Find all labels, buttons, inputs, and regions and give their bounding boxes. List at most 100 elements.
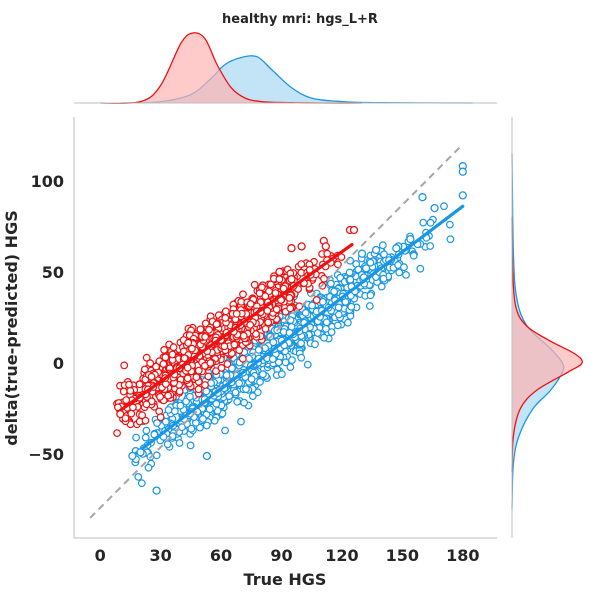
- scatter-point: [205, 405, 214, 414]
- x-axis-ticks: 0 30 60 90 120 150 180: [95, 546, 480, 565]
- scatter-plot: [73, 117, 497, 539]
- scatter-point: [134, 473, 143, 481]
- scatter-point: [240, 398, 249, 407]
- scatter-point: [168, 350, 177, 359]
- scatter-point: [187, 344, 196, 353]
- scatter-point: [202, 451, 212, 461]
- scatter-point: [458, 167, 467, 176]
- scatter-point: [248, 392, 257, 401]
- scatter-point: [286, 363, 295, 372]
- identity-line: [89, 143, 464, 519]
- scatter-point: [194, 366, 203, 375]
- scatter-point: [192, 373, 201, 382]
- scatter-point: [371, 245, 381, 255]
- scatter-point: [272, 305, 281, 314]
- scatter-point: [354, 265, 363, 274]
- scatter-point: [409, 251, 418, 260]
- scatter-point: [430, 203, 439, 213]
- scatter-point: [202, 421, 211, 430]
- scatter-point: [380, 250, 388, 259]
- scatter-point: [238, 354, 247, 363]
- scatter-point: [278, 370, 286, 379]
- scatter-point: [186, 441, 195, 450]
- scatter-point: [116, 409, 125, 419]
- scatter-point: [196, 325, 205, 334]
- scatter-point: [285, 294, 294, 302]
- scatter-point: [275, 275, 284, 284]
- point-clouds: [113, 202, 455, 488]
- chart-title: healthy mri: hgs_L+R: [222, 12, 378, 27]
- scatter-point: [128, 403, 137, 412]
- scatter-point: [269, 338, 278, 347]
- scatter-point: [121, 414, 130, 423]
- scatter-point: [458, 191, 467, 200]
- scatter-point: [169, 343, 178, 352]
- red-point-cloud: [113, 249, 346, 438]
- scatter-point: [334, 310, 343, 319]
- scatter-point: [132, 433, 141, 442]
- scatter-point: [255, 289, 264, 298]
- blue-right-density-fill: [512, 153, 564, 509]
- scatter-point: [366, 291, 375, 300]
- scatter-point: [141, 416, 150, 425]
- scatter-point: [152, 451, 161, 460]
- y-tick-label: 0: [53, 354, 64, 373]
- scatter-point: [142, 353, 151, 362]
- scatter-point: [221, 307, 230, 316]
- scatter-point: [217, 364, 226, 372]
- scatter-point: [201, 333, 210, 341]
- scatter-point: [221, 314, 230, 322]
- scatter-point: [156, 413, 165, 422]
- scatter-point: [125, 380, 133, 389]
- scatter-point: [122, 396, 131, 405]
- scatter-point: [320, 333, 328, 342]
- scatter-point: [344, 318, 352, 327]
- scatter-point: [183, 363, 192, 372]
- scatter-point: [170, 407, 179, 416]
- scatter-point: [311, 340, 319, 349]
- scatter-point: [379, 274, 388, 283]
- scatter-point: [221, 426, 230, 435]
- right-marginal-density: [511, 153, 583, 509]
- scatter-point: [357, 249, 367, 258]
- scatter-point: [135, 380, 144, 389]
- scatter-point: [160, 346, 169, 354]
- scatter-point: [223, 360, 232, 368]
- scatter-point: [334, 303, 343, 312]
- scatter-point: [220, 342, 229, 351]
- scatter-point: [274, 358, 283, 367]
- scatter-point: [297, 339, 306, 348]
- scatter-point: [295, 302, 304, 311]
- scatter-point: [175, 439, 184, 447]
- y-tick-label: 50: [42, 263, 64, 282]
- scatter-point: [204, 372, 213, 381]
- scatter-point: [395, 268, 404, 277]
- scatter-point: [330, 287, 339, 296]
- scatter-point: [334, 260, 342, 269]
- scatter-point: [152, 486, 161, 495]
- scatter-point: [201, 381, 209, 389]
- scatter-point: [230, 340, 239, 349]
- scatter-point: [185, 392, 194, 401]
- scatter-point: [184, 338, 193, 347]
- scatter-point: [119, 387, 128, 396]
- scatter-point: [349, 225, 359, 235]
- scatter-point: [142, 426, 151, 435]
- scatter-point: [406, 234, 415, 244]
- scatter-point: [233, 397, 242, 406]
- red-right-density-curve: [511, 217, 583, 473]
- scatter-point: [297, 242, 306, 251]
- identity-line-group: [89, 143, 464, 519]
- x-tick-label: 60: [210, 546, 232, 565]
- scatter-point: [378, 241, 387, 250]
- scatter-point: [235, 379, 244, 388]
- scatter-point: [147, 372, 156, 381]
- scatter-point: [159, 360, 168, 368]
- scatter-point: [275, 267, 284, 277]
- scatter-point: [247, 375, 256, 384]
- scatter-point: [126, 386, 135, 395]
- y-tick-label: 100: [31, 172, 64, 191]
- x-tick-label: 90: [270, 546, 292, 565]
- scatter-point: [137, 479, 146, 488]
